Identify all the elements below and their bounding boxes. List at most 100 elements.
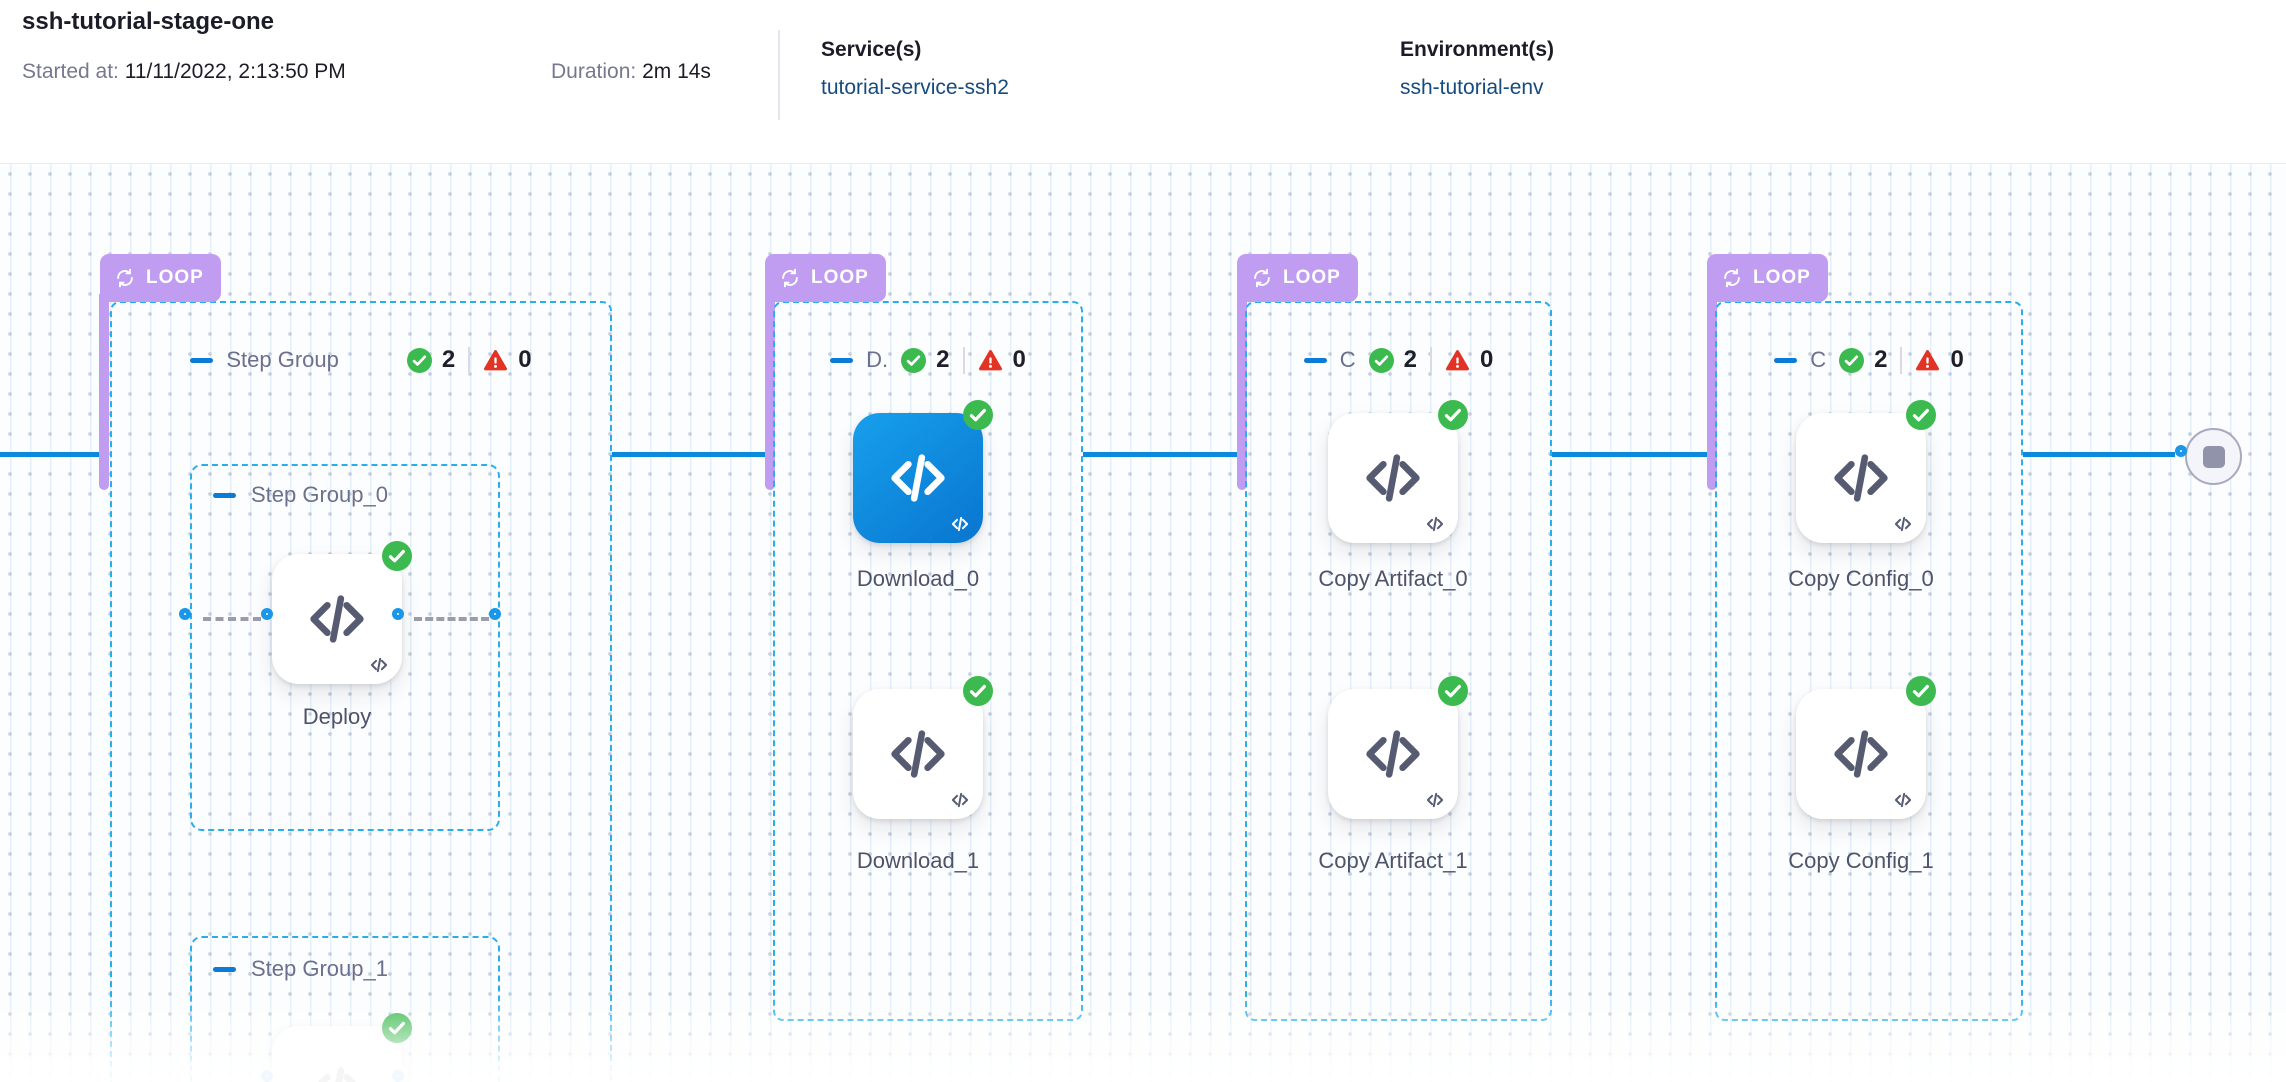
loop-badge: LOOP (1237, 254, 1358, 302)
nested-step-group-0-box (190, 464, 500, 831)
success-icon (901, 347, 927, 373)
loop-badge: LOOP (765, 254, 886, 302)
success-icon (1906, 400, 1936, 430)
stats-divider (1429, 346, 1432, 374)
collapse-minus-icon[interactable] (830, 357, 854, 363)
code-mini-icon (1425, 514, 1445, 534)
step-node-label: Download_1 (856, 848, 980, 873)
stats-divider (468, 346, 471, 374)
step-node-copy-config-1[interactable] (1796, 676, 1936, 819)
failed-count: 0 (1012, 346, 1026, 373)
step-node-copy-config-0[interactable] (1796, 400, 1936, 543)
step-group-label: Step Group_1 (251, 956, 388, 981)
step-group-stats: 2 0 (406, 346, 532, 374)
success-count: 2 (936, 346, 950, 373)
step-node-label: Download_0 (856, 566, 980, 591)
success-count: 2 (441, 346, 456, 373)
step-node-label: Copy Config_0 (1788, 566, 1934, 591)
connector-port (2175, 445, 2187, 457)
failed-icon (484, 349, 508, 370)
step-group-stats: 2 0 (1368, 346, 1493, 374)
started-at: Started at: 11/11/2022, 2:13:50 PM (22, 60, 346, 84)
loop-tail (1237, 294, 1247, 490)
stage-details-header: ssh-tutorial-stage-one Started at: 11/11… (0, 0, 2286, 164)
step-group-stats: 2 0 (1839, 346, 1964, 374)
stop-square-icon (2202, 445, 2225, 468)
step-node-copy-artifact-0[interactable] (1328, 400, 1468, 543)
step-group-label: Step Group (226, 347, 339, 372)
loop-badge-label: LOOP (1753, 267, 1811, 288)
loop-icon (117, 268, 133, 288)
pipeline-execution-canvas[interactable]: LOOP LOOP LOOP LOOP Step Group 2 0 D. 2 (0, 164, 2286, 1082)
duration-value: 2m 14s (642, 60, 711, 83)
code-icon (304, 586, 370, 652)
success-icon (382, 541, 412, 571)
step-node-partial[interactable] (272, 1013, 412, 1082)
code-mini-icon (1425, 790, 1445, 810)
code-icon (885, 721, 951, 787)
success-icon (406, 347, 432, 373)
connector-port (261, 1070, 273, 1082)
success-icon (1438, 400, 1468, 430)
loop-tail (765, 294, 775, 490)
success-icon (963, 676, 993, 706)
environment-link[interactable]: ssh-tutorial-env (1400, 76, 1544, 99)
step-node-deploy[interactable] (272, 541, 412, 684)
code-icon (1828, 721, 1894, 787)
success-icon (1368, 347, 1394, 373)
execution-line (2023, 452, 2175, 457)
loop-badge: LOOP (1707, 254, 1828, 302)
services-section: Service(s) tutorial-service-ssh2 (821, 38, 1009, 100)
stats-divider (962, 346, 965, 374)
step-group-header-1: Step Group 2 0 (110, 338, 612, 382)
step-group-header-3: C 2 0 (1245, 338, 1552, 382)
step-node-download-0[interactable] (853, 400, 993, 543)
connector-port (392, 608, 404, 620)
code-mini-icon (1893, 514, 1913, 534)
step-group-box-3 (1245, 301, 1552, 1021)
code-icon (1360, 445, 1426, 511)
environments-section: Environment(s) ssh-tutorial-env (1400, 38, 1554, 100)
step-node-label: Copy Config_1 (1788, 848, 1934, 873)
loop-badge-label: LOOP (146, 267, 204, 288)
connector-port (392, 1070, 404, 1082)
collapse-minus-icon[interactable] (1303, 357, 1327, 363)
success-icon (963, 400, 993, 430)
loop-icon (1254, 268, 1270, 288)
loop-icon (782, 268, 798, 288)
execution-line (1552, 452, 1707, 457)
step-group-header-2: D. 2 0 (773, 338, 1083, 382)
step-group-label: C (1810, 347, 1827, 372)
step-group-header-4: C 2 0 (1715, 338, 2023, 382)
code-icon (1360, 721, 1426, 787)
code-icon (304, 1058, 370, 1082)
step-group-stats: 2 0 (901, 346, 1026, 374)
step-node-label: Deploy (302, 704, 372, 729)
collapse-minus-icon[interactable] (213, 492, 236, 498)
loop-badge-label: LOOP (1283, 267, 1341, 288)
duration: Duration: 2m 14s (551, 60, 711, 84)
success-icon (1906, 676, 1936, 706)
loop-icon (1724, 268, 1740, 288)
step-node-label: Copy Artifact_0 (1318, 566, 1468, 591)
step-group-label: Step Group_0 (251, 482, 388, 507)
environments-label: Environment(s) (1400, 38, 1555, 61)
started-at-label: Started at: (22, 60, 119, 83)
step-connector-dashed (203, 617, 261, 621)
service-link[interactable]: tutorial-service-ssh2 (821, 76, 1009, 99)
success-icon (382, 1013, 412, 1043)
step-node-copy-artifact-1[interactable] (1328, 676, 1468, 819)
step-node-download-1[interactable] (853, 676, 993, 819)
failed-icon (1916, 349, 1940, 370)
collapse-minus-icon[interactable] (1774, 357, 1798, 363)
execution-line (612, 452, 765, 457)
code-icon (1828, 445, 1894, 511)
nested-step-group-1-header: Step Group_1 (213, 956, 388, 982)
step-connector-dashed (414, 617, 489, 621)
success-count: 2 (1874, 346, 1888, 373)
code-icon (885, 445, 951, 511)
step-node-label: Copy Artifact_1 (1318, 848, 1468, 873)
collapse-minus-icon[interactable] (213, 966, 236, 972)
collapse-minus-icon[interactable] (190, 357, 214, 363)
code-mini-icon (1893, 790, 1913, 810)
